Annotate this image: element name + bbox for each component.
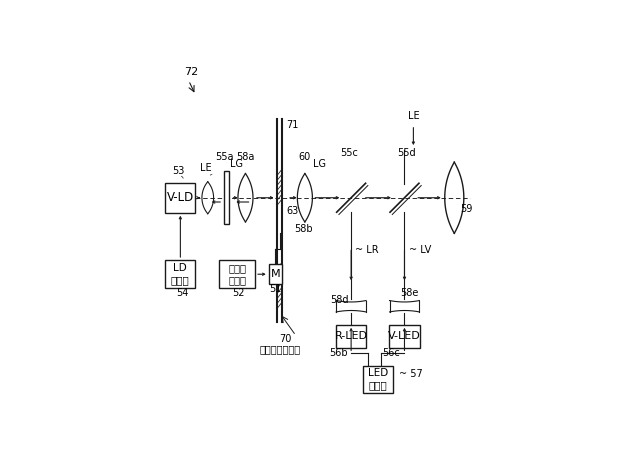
Text: V-LED: V-LED: [388, 331, 421, 341]
Text: 71: 71: [286, 121, 299, 130]
Text: LG: LG: [230, 159, 243, 170]
Text: （回転蛍光体）: （回転蛍光体）: [259, 345, 301, 354]
Text: 56c: 56c: [383, 348, 400, 358]
Text: 55a: 55a: [216, 152, 234, 162]
Text: 60: 60: [299, 152, 311, 162]
Text: R-LED: R-LED: [335, 331, 367, 341]
Bar: [363, 366, 393, 393]
Text: ~ 57: ~ 57: [399, 370, 423, 379]
Bar: [389, 325, 420, 348]
Text: ~ LV: ~ LV: [409, 245, 431, 255]
Text: 58a: 58a: [236, 152, 255, 162]
Text: V-LD: V-LD: [167, 191, 194, 204]
Text: 59: 59: [461, 204, 473, 214]
Text: ~ LR: ~ LR: [355, 245, 379, 255]
Bar: [336, 325, 366, 348]
Bar: [165, 260, 195, 288]
Bar: [220, 260, 255, 288]
Text: LE: LE: [408, 111, 419, 122]
Text: モータ
駆動部: モータ 駆動部: [228, 263, 246, 285]
Bar: [224, 171, 229, 225]
Text: 55d: 55d: [397, 148, 415, 158]
Text: 72: 72: [184, 67, 198, 77]
Text: 58d: 58d: [330, 295, 349, 305]
Text: LED
駆動部: LED 駆動部: [367, 368, 388, 390]
Text: LE: LE: [200, 163, 212, 173]
Text: 58b: 58b: [294, 224, 312, 233]
Text: LG: LG: [314, 159, 326, 170]
Text: 70: 70: [279, 334, 291, 344]
Text: 52: 52: [232, 288, 244, 298]
Text: 63: 63: [286, 206, 299, 216]
Text: M: M: [271, 269, 280, 279]
Text: 51: 51: [269, 284, 282, 294]
Text: 55c: 55c: [340, 148, 358, 158]
Text: 53: 53: [172, 166, 185, 176]
Text: 54: 54: [176, 288, 188, 298]
Bar: [269, 264, 282, 284]
Bar: [165, 182, 195, 213]
Text: 58e: 58e: [400, 287, 419, 298]
Text: 56b: 56b: [329, 348, 348, 358]
Text: LD
駆動部: LD 駆動部: [171, 263, 189, 285]
